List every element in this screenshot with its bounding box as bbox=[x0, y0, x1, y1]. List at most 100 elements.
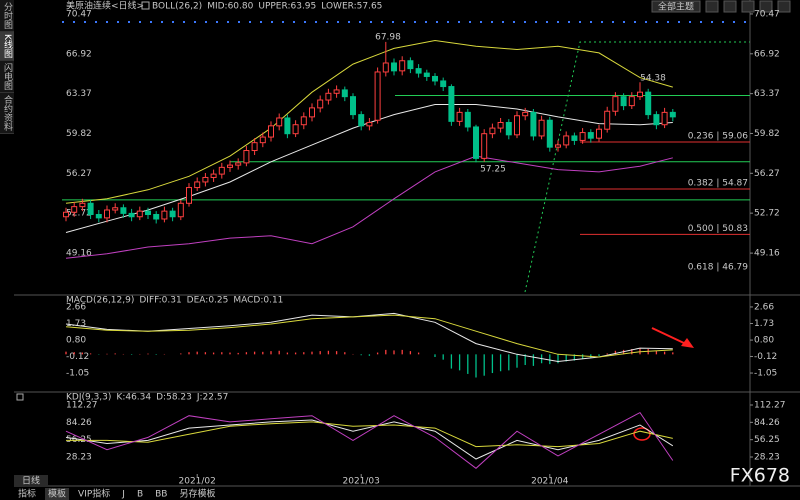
candle-body bbox=[407, 60, 414, 70]
indicator-title: BOLL(26,2) bbox=[152, 2, 202, 12]
legend-entry: DIFF:0.31 bbox=[139, 296, 181, 306]
footer-tab-bg bbox=[45, 488, 70, 500]
side-tab[interactable]: K线图 bbox=[0, 32, 14, 61]
theme-button[interactable] bbox=[651, 0, 701, 13]
candle-body bbox=[177, 202, 184, 218]
legend-entry: DEA:0.25 bbox=[187, 296, 229, 306]
candle-body bbox=[669, 111, 676, 118]
settings-icon[interactable] bbox=[16, 393, 24, 401]
candle-body bbox=[620, 96, 627, 107]
candle-body bbox=[227, 164, 233, 168]
indicator-line bbox=[65, 411, 674, 469]
indicator-line bbox=[65, 312, 673, 363]
y-tick-label-right: 66.92 bbox=[754, 49, 780, 59]
candle-body bbox=[546, 119, 553, 148]
candle-body bbox=[136, 210, 143, 218]
highlight-circle bbox=[633, 427, 651, 441]
indicator-title: KDJ(9,3,3) bbox=[66, 393, 111, 403]
y-tick-label-right: 28.23 bbox=[754, 453, 780, 463]
toolbar-icon[interactable] bbox=[705, 0, 719, 13]
footer-tab[interactable]: B bbox=[137, 490, 143, 500]
y-tick-label: 0.80 bbox=[66, 336, 86, 346]
candle-body bbox=[71, 206, 78, 213]
fib-label: 0.382 | 54.87 bbox=[688, 179, 748, 189]
side-tab[interactable]: 合约资料 bbox=[0, 92, 14, 134]
fib-label: 0.236 | 59.06 bbox=[688, 131, 749, 141]
side-tab[interactable]: 分时图 bbox=[0, 0, 14, 32]
y-tick-label: 56.27 bbox=[66, 169, 92, 179]
candle-body bbox=[653, 114, 660, 126]
y-tick-label: 1.73 bbox=[66, 319, 86, 329]
y-tick-label-right: 70.47 bbox=[754, 9, 780, 19]
footer-tab[interactable]: BB bbox=[155, 490, 167, 500]
candle-body bbox=[415, 68, 422, 74]
legend-entry: MID:60.80 bbox=[207, 2, 253, 12]
y-tick-label-right: 2.66 bbox=[754, 302, 774, 312]
theme-button-label[interactable]: 全部主题 bbox=[658, 1, 694, 13]
candle-body bbox=[120, 207, 127, 214]
candle-body bbox=[374, 71, 381, 121]
candle-body bbox=[661, 111, 668, 126]
footer-tab[interactable]: 模板 bbox=[48, 488, 66, 500]
period-tab[interactable] bbox=[14, 475, 48, 486]
candle-body bbox=[153, 213, 160, 220]
toolbar-icon[interactable] bbox=[723, 0, 737, 13]
candle-body bbox=[489, 127, 496, 135]
footer-tab[interactable]: 指标 bbox=[18, 488, 36, 500]
toolbar-icon[interactable] bbox=[741, 0, 755, 13]
candle-body bbox=[448, 86, 455, 122]
side-tab[interactable]: 闪电图 bbox=[0, 60, 14, 93]
candle-body bbox=[169, 210, 176, 218]
footer-tab[interactable]: VIP指标 bbox=[78, 488, 110, 500]
toolbar-icon[interactable] bbox=[777, 0, 791, 13]
arrow-head bbox=[681, 338, 694, 348]
candle-body bbox=[63, 211, 69, 218]
candle-body bbox=[530, 111, 537, 137]
fib-label: 0.618 | 46.79 bbox=[688, 263, 749, 273]
candle-body bbox=[145, 210, 151, 215]
candle-body bbox=[317, 99, 324, 109]
candle-body bbox=[382, 62, 389, 73]
candle-body bbox=[292, 124, 299, 135]
legend-entry: LOWER:57.65 bbox=[321, 2, 382, 12]
candle-body bbox=[186, 187, 192, 204]
candle-body bbox=[210, 173, 217, 178]
chart-title: 美原油连续<日线> bbox=[66, 0, 144, 12]
period-tab-label[interactable]: 日线 bbox=[22, 475, 40, 487]
y-tick-label-right: 84.26 bbox=[754, 418, 780, 428]
y-tick-label-right: 59.82 bbox=[754, 129, 780, 139]
candle-body bbox=[350, 96, 356, 116]
candle-body bbox=[79, 202, 86, 208]
price-annotation: 57.25 bbox=[480, 165, 506, 175]
footer-tab[interactable]: J bbox=[121, 490, 125, 500]
toolbar-icon[interactable] bbox=[759, 0, 773, 13]
y-tick-label-right: -0.12 bbox=[754, 352, 777, 362]
y-tick-label: 49.16 bbox=[66, 249, 92, 259]
y-tick-label-right: 1.73 bbox=[754, 319, 774, 329]
candle-body bbox=[571, 135, 578, 141]
y-tick-label: 63.37 bbox=[66, 89, 92, 99]
candle-body bbox=[555, 144, 561, 148]
candle-body bbox=[604, 110, 611, 130]
candle-body bbox=[612, 96, 619, 112]
y-tick-label: 52.72 bbox=[66, 209, 92, 219]
trend-line bbox=[524, 41, 750, 293]
y-tick-label-right: 52.72 bbox=[754, 209, 780, 219]
footer-tab[interactable]: 另存模板 bbox=[179, 488, 215, 500]
candle-body bbox=[87, 202, 94, 215]
y-tick-label-right: 56.27 bbox=[754, 169, 780, 179]
candle-body bbox=[366, 121, 373, 127]
candle-body bbox=[481, 133, 488, 159]
candle-body bbox=[538, 119, 545, 137]
candle-body bbox=[637, 91, 643, 98]
y-tick-label: 66.92 bbox=[66, 49, 92, 59]
candle-body bbox=[284, 117, 291, 135]
y-tick-label-right: 63.37 bbox=[754, 89, 780, 99]
candle-body bbox=[112, 207, 119, 211]
legend-entry: D:58.23 bbox=[156, 393, 192, 403]
candle-body bbox=[579, 132, 586, 141]
y-tick-label: 70.47 bbox=[66, 9, 92, 19]
